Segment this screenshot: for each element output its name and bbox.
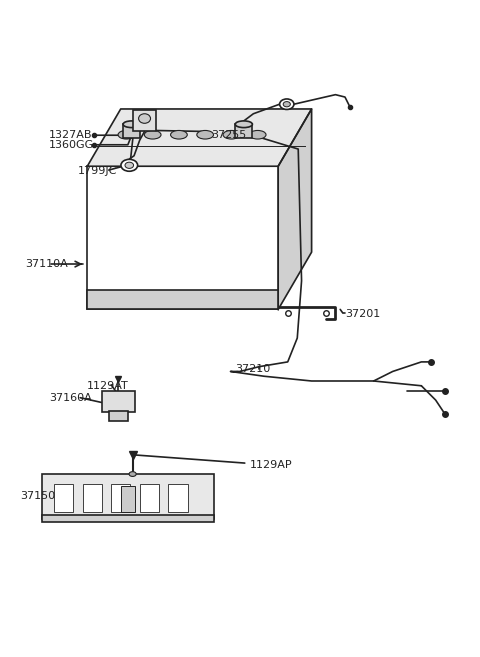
Text: 37110A: 37110A [25, 259, 68, 269]
Ellipse shape [249, 131, 266, 139]
Ellipse shape [125, 162, 133, 168]
Ellipse shape [139, 114, 151, 124]
Ellipse shape [223, 131, 240, 139]
Text: 1129AT: 1129AT [87, 381, 129, 391]
Text: 37160A: 37160A [49, 393, 92, 403]
Ellipse shape [118, 131, 135, 139]
Text: 37201: 37201 [345, 309, 380, 319]
FancyBboxPatch shape [42, 514, 214, 522]
Text: 1799JC: 1799JC [78, 166, 117, 176]
FancyBboxPatch shape [102, 390, 135, 412]
Ellipse shape [129, 472, 136, 476]
Ellipse shape [280, 99, 294, 110]
FancyBboxPatch shape [87, 166, 278, 309]
Text: 37255: 37255 [211, 130, 247, 140]
Ellipse shape [235, 121, 252, 127]
Text: 37150: 37150 [21, 491, 56, 501]
Ellipse shape [123, 121, 140, 127]
Polygon shape [278, 109, 312, 309]
FancyBboxPatch shape [140, 484, 159, 512]
FancyBboxPatch shape [111, 484, 130, 512]
Ellipse shape [144, 131, 161, 139]
Ellipse shape [121, 160, 138, 171]
FancyBboxPatch shape [87, 290, 278, 309]
Ellipse shape [283, 102, 290, 107]
FancyBboxPatch shape [42, 474, 214, 520]
FancyBboxPatch shape [83, 484, 102, 512]
Text: 1360GG: 1360GG [49, 140, 95, 150]
Ellipse shape [170, 131, 187, 139]
FancyBboxPatch shape [132, 110, 156, 131]
Ellipse shape [197, 131, 214, 139]
FancyBboxPatch shape [123, 124, 140, 137]
FancyBboxPatch shape [168, 484, 188, 512]
Text: 1327AB: 1327AB [49, 130, 93, 140]
FancyBboxPatch shape [235, 124, 252, 137]
Text: 37210: 37210 [235, 364, 270, 374]
FancyBboxPatch shape [54, 484, 73, 512]
FancyBboxPatch shape [109, 411, 128, 420]
Polygon shape [87, 109, 312, 166]
FancyBboxPatch shape [120, 486, 135, 512]
Text: 1129AP: 1129AP [250, 459, 292, 470]
